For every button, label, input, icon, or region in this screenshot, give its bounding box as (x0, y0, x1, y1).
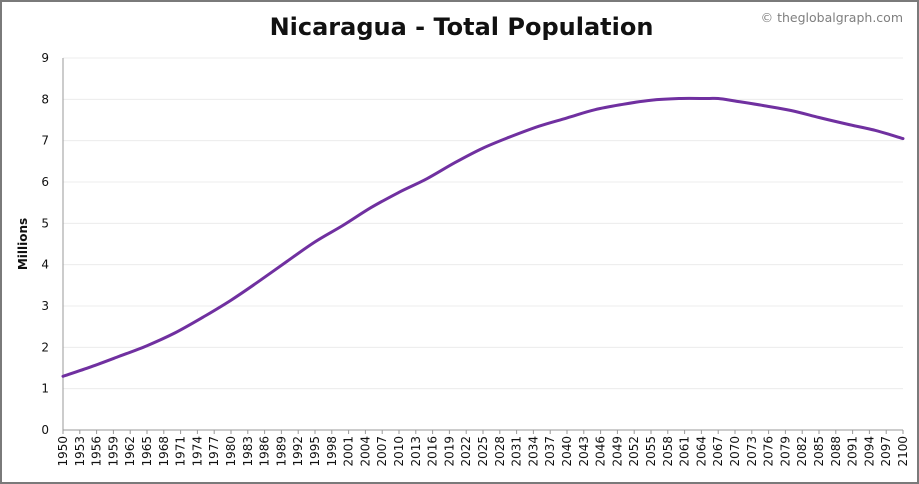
x-tick-1983: 1983 (241, 436, 255, 467)
x-tick-1974: 1974 (190, 436, 204, 467)
x-tick-labels: 1950 1953 1956 1959 1962 1965 1968 1971 1974 1977… (56, 436, 910, 467)
x-tick-1959: 1959 (106, 436, 120, 467)
x-tick-2028: 2028 (493, 436, 507, 467)
y-tick-3: 3 (41, 299, 49, 313)
x-tick-1989: 1989 (274, 436, 288, 467)
population-line (61, 96, 905, 378)
x-tick-2100: 2100 (896, 436, 910, 467)
y-tick-0: 0 (41, 423, 49, 437)
x-tick-2019: 2019 (442, 436, 456, 467)
x-tick-1968: 1968 (157, 436, 171, 467)
x-tick-1956: 1956 (90, 436, 104, 467)
x-tick-1977: 1977 (207, 436, 221, 467)
x-tick-2037: 2037 (543, 436, 557, 467)
x-tick-2097: 2097 (879, 436, 893, 467)
x-tick-2088: 2088 (829, 436, 843, 467)
x-tick-2061: 2061 (678, 436, 692, 467)
y-tick-5: 5 (41, 216, 49, 230)
x-tick-2085: 2085 (812, 436, 826, 467)
x-tick-1950: 1950 (56, 436, 70, 467)
x-tick-2001: 2001 (342, 436, 356, 467)
y-tick-9: 9 (41, 51, 49, 65)
x-tick-2025: 2025 (476, 436, 490, 467)
x-tick-1980: 1980 (224, 436, 238, 467)
x-tick-2046: 2046 (594, 436, 608, 467)
x-tick-2010: 2010 (392, 436, 406, 467)
x-tick-2079: 2079 (778, 436, 792, 467)
x-tick-1995: 1995 (308, 436, 322, 467)
x-tick-2070: 2070 (728, 436, 742, 467)
x-tick-1986: 1986 (258, 436, 272, 467)
x-tick-2022: 2022 (459, 436, 473, 467)
y-tick-2: 2 (41, 340, 49, 354)
x-tick-2034: 2034 (526, 436, 540, 467)
gridlines (63, 57, 903, 390)
x-tick-1998: 1998 (325, 436, 339, 467)
y-tick-4: 4 (41, 258, 49, 272)
x-tick-1992: 1992 (291, 436, 305, 467)
x-tick-2064: 2064 (694, 436, 708, 467)
x-tick-2082: 2082 (795, 436, 809, 467)
x-tick-2013: 2013 (409, 436, 423, 467)
x-tick-2091: 2091 (846, 436, 860, 467)
x-tick-2040: 2040 (560, 436, 574, 467)
x-tick-2058: 2058 (661, 436, 675, 467)
x-tick-1965: 1965 (140, 436, 154, 467)
chart-title: Nicaragua - Total Population (269, 13, 654, 41)
x-tick-2016: 2016 (426, 436, 440, 467)
x-tick-2007: 2007 (375, 436, 389, 467)
x-tick-1953: 1953 (73, 436, 87, 467)
axes (62, 58, 904, 434)
x-tick-2031: 2031 (510, 436, 524, 467)
y-tick-6: 6 (41, 175, 49, 189)
y-axis-label: Millions (16, 218, 30, 270)
credit-text: © theglobalgraph.com (760, 10, 903, 25)
y-tick-labels: 0 1 2 3 4 5 6 7 8 9 (41, 51, 49, 437)
x-tick-2076: 2076 (762, 436, 776, 467)
x-tick-1971: 1971 (174, 436, 188, 467)
x-tick-2043: 2043 (577, 436, 591, 467)
y-tick-8: 8 (41, 92, 49, 106)
x-tick-2067: 2067 (711, 436, 725, 467)
y-tick-1: 1 (41, 382, 49, 396)
x-tick-1962: 1962 (123, 436, 137, 467)
x-tick-2049: 2049 (610, 436, 624, 467)
x-tick-2052: 2052 (627, 436, 641, 467)
x-tick-2094: 2094 (862, 436, 876, 467)
x-tick-2073: 2073 (745, 436, 759, 467)
y-tick-7: 7 (41, 134, 49, 148)
x-tick-2004: 2004 (358, 436, 372, 467)
x-tick-2055: 2055 (644, 436, 658, 467)
